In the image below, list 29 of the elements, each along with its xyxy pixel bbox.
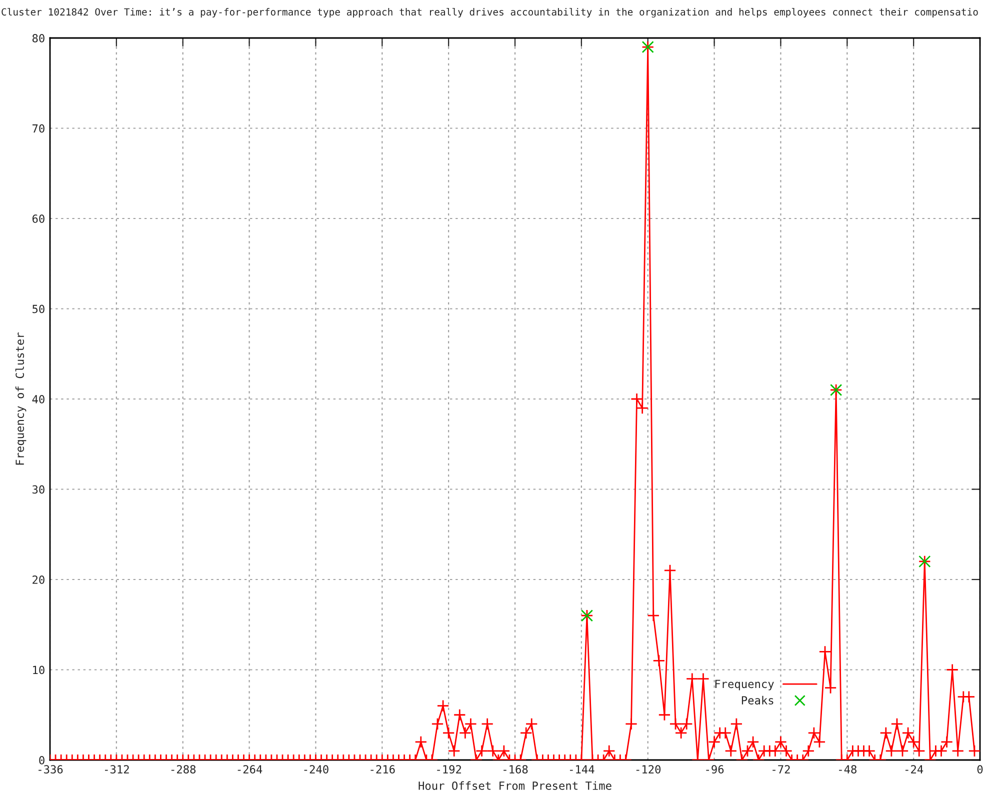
x-tick-label: -240 (304, 765, 328, 774)
x-tick-label: -336 (38, 765, 63, 774)
y-tick-label: 80 (32, 34, 44, 42)
legend-label: Frequency (715, 680, 774, 690)
y-tick-label: 50 (32, 304, 44, 314)
x-tick-label: -120 (636, 765, 661, 774)
legend-label: Peaks (742, 696, 774, 705)
x-tick-label: -288 (171, 765, 196, 774)
x-tick-label: 0 (977, 765, 983, 774)
x-tick-label: -24 (905, 765, 924, 774)
y-tick-label: 0 (39, 756, 44, 764)
y-axis-title: Frequency of Cluster (15, 332, 26, 465)
y-tick-label: 30 (32, 485, 44, 494)
x-tick-label: -216 (370, 765, 395, 774)
x-tick-label: -192 (437, 765, 462, 774)
chart-title: Cluster 1021842 Over Time: it’s a pay-for-performance type approach that really drives accountability in the organization and helps employees connect their compensatio (2, 8, 978, 18)
x-axis-title: Hour Offset From Present Time (418, 781, 612, 790)
y-tick-label: 20 (32, 576, 44, 584)
x-tick-label: -312 (104, 765, 129, 774)
x-tick-label: -48 (839, 765, 856, 774)
y-tick-label: 10 (33, 666, 44, 674)
x-tick-label: -96 (706, 765, 724, 774)
x-tick-label: -144 (570, 765, 594, 774)
x-tick-label: -168 (504, 765, 528, 774)
y-tick-label: 60 (32, 214, 44, 223)
y-tick-label: 40 (32, 395, 44, 404)
y-tick-label: 70 (32, 124, 44, 133)
x-tick-label: -264 (238, 765, 262, 774)
x-tick-label: -72 (772, 765, 790, 774)
